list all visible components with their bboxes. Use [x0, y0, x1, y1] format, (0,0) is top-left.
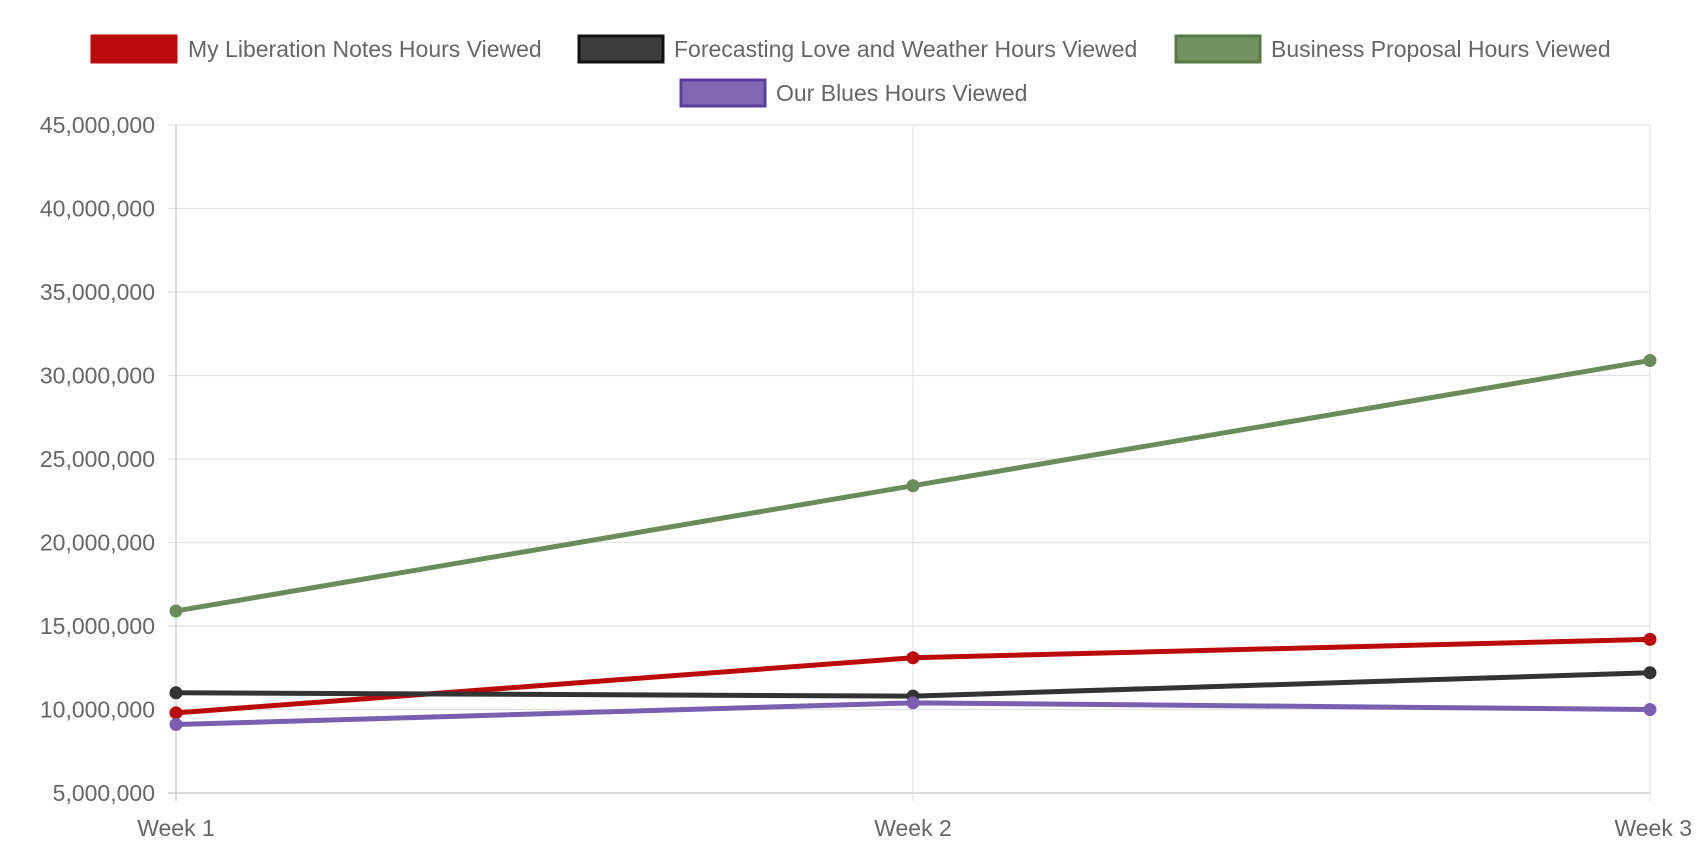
- legend-swatch: [577, 34, 665, 64]
- legend-item[interactable]: Business Proposal Hours Viewed: [1174, 34, 1611, 64]
- data-point[interactable]: [169, 604, 183, 618]
- y-tick-label: 10,000,000: [40, 697, 155, 723]
- y-tick-label: 15,000,000: [40, 613, 155, 639]
- legend-label: My Liberation Notes Hours Viewed: [188, 36, 542, 62]
- series-3: [169, 353, 1657, 618]
- y-tick-label: 35,000,000: [40, 279, 155, 305]
- x-tick-label: Week 2: [874, 815, 952, 841]
- y-tick-label: 5,000,000: [53, 780, 155, 806]
- legend-swatch: [1174, 34, 1262, 64]
- legend-label: Forecasting Love and Weather Hours Viewe…: [674, 36, 1137, 62]
- legend-swatch: [679, 78, 767, 108]
- data-point[interactable]: [906, 696, 920, 710]
- x-tick-label: Week 3: [1614, 815, 1692, 841]
- legend-item[interactable]: Forecasting Love and Weather Hours Viewe…: [577, 34, 1137, 64]
- legend-swatch: [90, 34, 178, 64]
- legend-label: Our Blues Hours Viewed: [776, 80, 1027, 106]
- data-point[interactable]: [906, 651, 920, 665]
- y-tick-label: 30,000,000: [40, 363, 155, 389]
- y-tick-label: 25,000,000: [40, 446, 155, 472]
- legend-item[interactable]: My Liberation Notes Hours Viewed: [90, 34, 542, 64]
- legend-label: Business Proposal Hours Viewed: [1271, 36, 1611, 62]
- data-point[interactable]: [169, 718, 183, 732]
- y-tick-label: 20,000,000: [40, 530, 155, 556]
- data-point[interactable]: [906, 479, 920, 493]
- data-point[interactable]: [169, 686, 183, 700]
- y-tick-label: 45,000,000: [40, 112, 155, 138]
- legend-item[interactable]: Our Blues Hours Viewed: [679, 78, 1027, 108]
- data-point[interactable]: [1643, 703, 1657, 716]
- data-point[interactable]: [1643, 632, 1657, 646]
- y-gridlines: [168, 124, 1650, 794]
- x-tick-label: Week 1: [137, 815, 215, 841]
- y-tick-label: 40,000,000: [40, 196, 155, 222]
- legend: My Liberation Notes Hours Viewed Forecast…: [90, 34, 1611, 108]
- data-point[interactable]: [1643, 666, 1657, 680]
- series-4: [169, 696, 1657, 732]
- data-point[interactable]: [169, 706, 183, 720]
- data-point[interactable]: [1643, 353, 1657, 367]
